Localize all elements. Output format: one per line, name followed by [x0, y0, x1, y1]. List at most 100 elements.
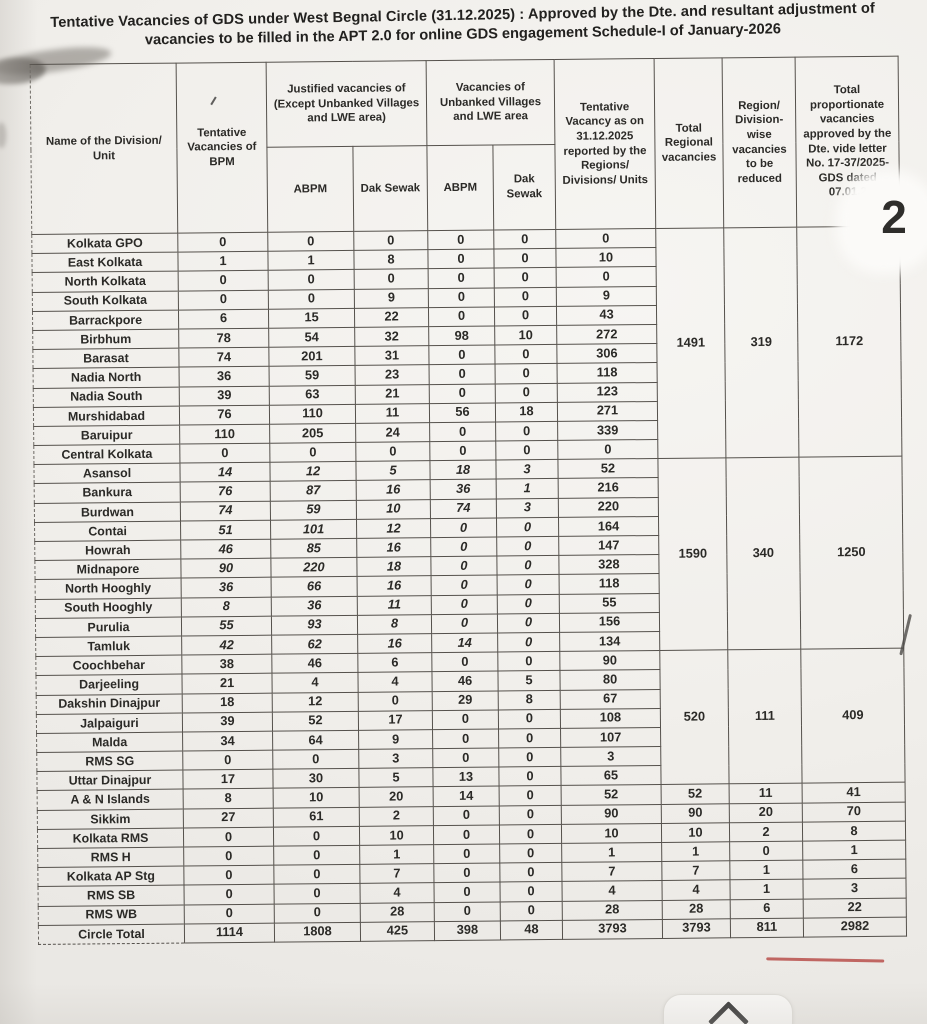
abpm_unbanked-cell: 0: [427, 249, 495, 270]
division-name-cell: North Hooghly: [35, 578, 182, 600]
division-name-cell: A & N Islands: [37, 789, 184, 811]
scan-smudge: [0, 122, 7, 149]
abpm_unbanked-cell: 0: [434, 901, 501, 922]
abpm_justified-cell: 0: [272, 749, 359, 770]
division-name-cell: Central Kolkata: [33, 444, 180, 465]
abpm_unbanked-cell: 0: [427, 230, 494, 250]
dak_sewak_unbanked-cell: 18: [495, 402, 558, 422]
abpm_unbanked-cell: 74: [430, 498, 497, 519]
bpm-cell: 74: [178, 347, 270, 368]
abpm_unbanked-cell: 13: [432, 767, 500, 788]
col-header-tentative-vacancy: Tentative Vacancy as on 31.12.2025 repor…: [554, 58, 656, 230]
dak_sewak_unbanked-cell: 0: [499, 785, 562, 806]
total-regional-cell: 10: [661, 822, 730, 843]
division-name-cell: Tamluk: [35, 635, 182, 657]
dak_sewak_justified-cell: 16: [357, 576, 432, 596]
dak_sewak_justified-cell: 28: [360, 902, 435, 923]
abpm_unbanked-cell: 0: [431, 575, 498, 596]
document-title: Tentative Vacancies of GDS under West Be…: [0, 0, 926, 51]
dak_sewak_justified-cell: 4: [357, 671, 433, 692]
dak_sewak_unbanked-cell: 0: [499, 843, 562, 864]
abpm_unbanked-cell: 0: [430, 537, 497, 557]
abpm_unbanked-cell: 0: [428, 345, 496, 365]
col-header-abpm-unbanked: ABPM: [426, 145, 494, 231]
table-body: Kolkata GPO 0 0 0 0 0 0 1491 319 1172 East Kolkata…: [31, 226, 907, 945]
division-name-cell: RMS SG: [36, 751, 183, 772]
dak_sewak_unbanked-cell: 0: [493, 229, 556, 250]
tentative-cell: 67: [560, 688, 661, 710]
abpm_unbanked-cell: 0: [433, 824, 500, 845]
dak_sewak_unbanked-cell: 0: [498, 709, 561, 729]
tentative-cell: 306: [556, 343, 658, 364]
dak_sewak_unbanked-cell: 0: [498, 747, 561, 768]
tentative-cell: 90: [561, 804, 662, 825]
tentative-cell: 43: [556, 305, 657, 326]
dak_sewak_unbanked-cell: 0: [498, 766, 562, 787]
tentative-cell: 9: [556, 286, 657, 307]
dak_sewak_unbanked-cell: 0: [496, 517, 559, 538]
bpm-cell: 90: [180, 558, 272, 579]
bpm-cell: 6: [178, 308, 269, 330]
division-name-cell: Uttar Dinajpur: [36, 770, 184, 791]
to-reduce-cell: 111: [727, 649, 803, 785]
tentative-cell: 52: [557, 458, 659, 479]
division-name-cell: Kolkata RMS: [37, 827, 184, 849]
bpm-cell: 51: [180, 520, 271, 541]
abpm_unbanked-cell: 0: [431, 652, 498, 672]
bpm-cell: 0: [178, 289, 269, 310]
tentative-cell: 90: [559, 650, 660, 671]
division-name-cell: Sikkim: [37, 808, 184, 830]
bpm-cell: 27: [183, 807, 274, 828]
total-regional-cell: 90: [661, 803, 730, 824]
division-name-cell: Nadia North: [33, 367, 180, 388]
dak_sewak_unbanked-cell: 1: [496, 478, 559, 499]
dak_sewak_justified-cell: 10: [359, 825, 434, 846]
dak_sewak_unbanked-cell: 0: [499, 824, 562, 845]
tentative-cell: 118: [557, 362, 658, 383]
bpm-cell: 0: [184, 903, 275, 924]
col-header-unbanked-group: Vacancies of Unbanked Villages and LWE a…: [426, 59, 555, 146]
dak_sewak_unbanked-cell: 0: [497, 593, 560, 614]
abpm_unbanked-cell: 0: [433, 805, 500, 826]
to-reduce-cell: 11: [729, 783, 803, 804]
total-regional-cell: 1: [661, 841, 730, 862]
abpm_justified-cell: 15: [268, 308, 355, 329]
tentative-cell: 28: [562, 900, 663, 921]
proportionate-cell: 41: [802, 782, 906, 803]
abpm_unbanked-cell: 0: [430, 556, 498, 577]
dak_sewak_justified-cell: 1: [359, 844, 434, 865]
to-reduce-cell: 6: [730, 898, 804, 919]
division-name-cell: Barasat: [32, 348, 180, 369]
dak_sewak_unbanked-cell: 0: [496, 536, 559, 557]
bpm-cell: 8: [181, 596, 272, 617]
abpm_justified-cell: 52: [272, 711, 359, 732]
col-header-dak-sewak-justified: Dak Sewak: [352, 145, 428, 232]
dak_sewak_justified-cell: 5: [358, 767, 434, 788]
tentative-cell: 10: [561, 823, 662, 844]
abpm_justified-cell: 220: [270, 557, 358, 578]
dak_sewak_justified-cell: 24: [355, 422, 430, 443]
abpm_unbanked-cell: 14: [431, 632, 498, 653]
abpm_justified-cell: 36: [271, 595, 358, 616]
dak_sewak_justified-cell: 5: [355, 460, 431, 481]
proportionate-cell: 1250: [798, 456, 904, 650]
dak_sewak_justified-cell: 12: [356, 518, 431, 539]
dak_sewak_unbanked-cell: 0: [494, 306, 557, 326]
division-name-cell: Circle Total: [38, 923, 185, 945]
dak_sewak_unbanked-cell: 3: [496, 498, 559, 518]
dak_sewak_unbanked-cell: 0: [496, 555, 560, 576]
dak_sewak_justified-cell: 20: [359, 787, 434, 807]
abpm_justified-cell: 201: [268, 346, 356, 367]
division-name-cell: South Hooghly: [35, 597, 182, 619]
abpm_unbanked-cell: 0: [432, 709, 499, 730]
proportionate-cell: 22: [803, 897, 907, 918]
tentative-cell: 118: [559, 573, 660, 594]
col-header-dak-sewak-unbanked: Dak Sewak: [492, 144, 556, 231]
tentative-cell: 339: [557, 420, 658, 441]
division-name-cell: Kolkata AP Stg: [37, 866, 185, 887]
tentative-cell: 216: [558, 477, 659, 499]
dak_sewak_unbanked-cell: 0: [494, 267, 557, 288]
scroll-to-top-button[interactable]: [663, 994, 793, 1024]
bpm-cell: 18: [182, 692, 273, 713]
